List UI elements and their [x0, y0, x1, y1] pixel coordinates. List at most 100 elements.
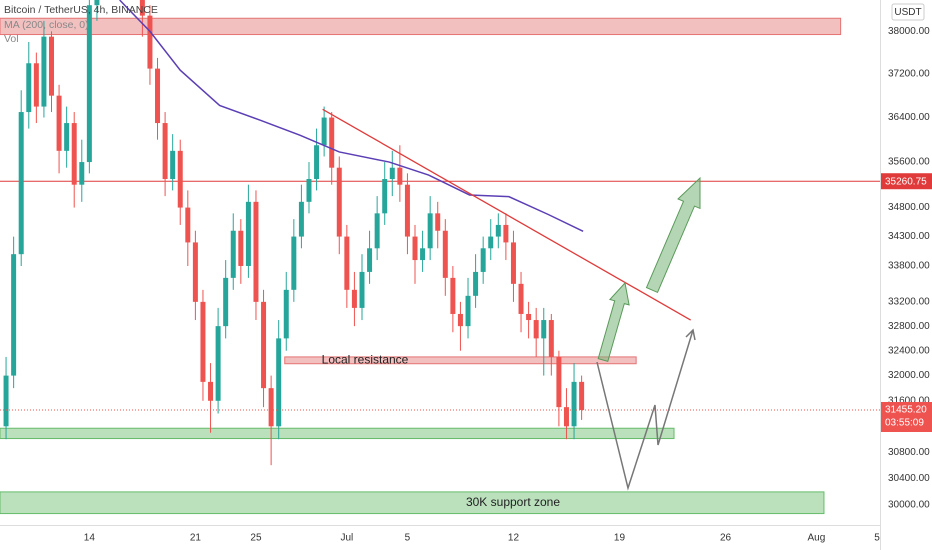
candle-body — [223, 277, 229, 327]
candle-body — [200, 301, 206, 382]
y-tick-label: 32800.00 — [888, 321, 930, 332]
candle-body — [563, 407, 569, 427]
candle-body — [510, 242, 516, 284]
price-label-box — [881, 401, 932, 432]
candle-body — [488, 236, 494, 249]
resistance-label-box — [881, 173, 932, 190]
moving-average — [119, 0, 584, 232]
candle-body — [329, 117, 335, 168]
y-tick-label: 32400.00 — [888, 345, 930, 356]
candle-body — [268, 388, 274, 427]
candle-body — [518, 283, 524, 314]
y-tick-label: 33200.00 — [888, 296, 930, 307]
candle-body — [33, 63, 39, 107]
y-tick-label: 30400.00 — [888, 473, 930, 484]
projection-arrowhead — [685, 328, 696, 341]
candle-body — [139, 0, 145, 16]
candle-body — [71, 123, 77, 185]
plot-area: Local resistance 30K support zone — [0, 0, 880, 515]
y-tick-label: 33800.00 — [888, 261, 930, 272]
candle-body — [155, 68, 161, 124]
currency: USDT — [894, 7, 921, 18]
y-tick-label: 34300.00 — [888, 231, 930, 242]
candle-body — [314, 145, 320, 180]
candle-body — [351, 289, 357, 308]
candle-body — [147, 15, 153, 69]
candle-body — [192, 242, 198, 302]
candle-body — [86, 5, 92, 163]
candle-body — [26, 63, 32, 113]
price-label: 31455.20 — [885, 405, 927, 416]
candle-body — [18, 112, 24, 255]
candle-body — [412, 236, 418, 261]
candle-body — [48, 36, 54, 96]
candle-body — [427, 213, 433, 249]
zone — [284, 356, 637, 365]
zone — [0, 427, 675, 440]
x-tick-label: 26 — [720, 533, 732, 544]
candle-body — [579, 381, 585, 410]
currency-box — [891, 3, 925, 21]
candle-body — [480, 248, 486, 272]
candle-body — [404, 184, 410, 237]
candle-body — [230, 230, 236, 278]
resistance-label: 35260.75 — [885, 176, 927, 187]
candle-body — [344, 236, 350, 290]
candle-body — [435, 213, 441, 231]
candle-body — [503, 224, 509, 243]
candle-body — [79, 162, 85, 185]
candle-body — [238, 230, 244, 266]
candle-body — [541, 320, 547, 339]
green-arrow — [597, 281, 630, 363]
candle-body — [94, 0, 100, 6]
countdown: 03:55:09 — [885, 418, 924, 429]
candle-body — [177, 150, 183, 208]
candle-body — [291, 236, 297, 290]
candle-body — [64, 123, 70, 151]
green-arrow — [645, 176, 701, 294]
y-tick-label: 30800.00 — [888, 447, 930, 458]
candle-body — [556, 356, 562, 408]
y-tick-label: 32000.00 — [888, 370, 930, 381]
x-tick-label: 14 — [84, 533, 96, 544]
candle-body — [3, 375, 9, 427]
candle-body — [374, 213, 380, 249]
candle-body — [298, 201, 304, 237]
candle-body — [397, 167, 403, 185]
candle-body — [367, 248, 373, 272]
y-tick-label: 37200.00 — [888, 69, 930, 80]
candle-body — [571, 381, 577, 427]
annotations — [596, 176, 701, 491]
candle-body — [245, 201, 251, 266]
x-tick-label: 21 — [190, 533, 202, 544]
chart-title: Bitcoin / TetherUS, 4h, BINANCE — [4, 4, 158, 16]
candle-body — [495, 224, 501, 237]
candle-body — [253, 201, 259, 302]
candle-body — [306, 179, 312, 202]
candle-body — [336, 167, 342, 237]
candle-body — [473, 271, 479, 296]
y-tick-label: 38000.00 — [888, 26, 930, 37]
trendline — [322, 108, 691, 321]
candle-body — [41, 36, 47, 107]
projection-path — [596, 329, 694, 491]
candle-body — [276, 338, 282, 427]
candle-body — [382, 179, 388, 214]
candle-body — [533, 320, 539, 339]
y-tick-label: 35600.00 — [888, 157, 930, 168]
zone — [0, 17, 842, 36]
zone — [0, 491, 825, 515]
candle-body — [321, 117, 327, 146]
x-tick-label: 12 — [508, 533, 520, 544]
candle-body — [56, 95, 62, 151]
candle-body — [215, 326, 221, 401]
zone-label: 30K support zone — [466, 495, 560, 509]
x-tick-label: Aug — [807, 533, 825, 544]
candle-body — [283, 289, 289, 339]
y-tick-label: 30000.00 — [888, 500, 930, 511]
candle-body — [526, 313, 532, 321]
candle-body — [450, 277, 456, 314]
volume-label: Vol — [4, 33, 19, 45]
